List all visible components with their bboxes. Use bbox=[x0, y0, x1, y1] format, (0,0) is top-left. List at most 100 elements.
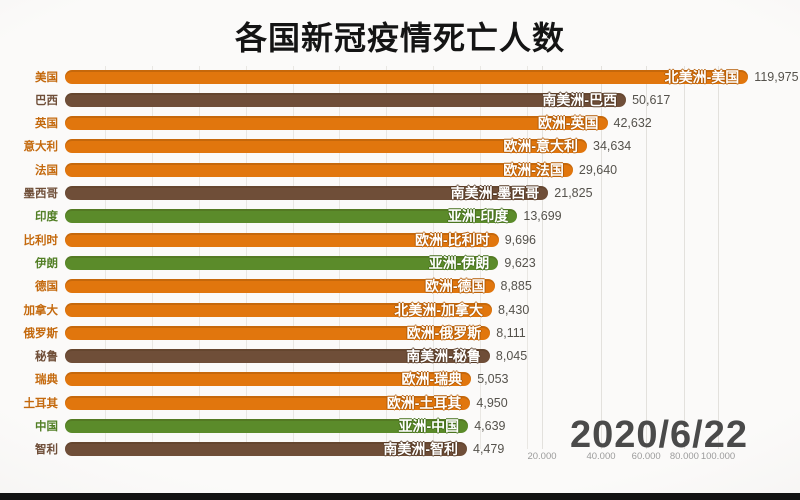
axis-tick-label: 60.000 bbox=[631, 451, 661, 462]
gridline bbox=[718, 66, 719, 449]
country-label: 土耳其 bbox=[23, 397, 59, 410]
axis-tick-label: 80.000 bbox=[669, 451, 699, 462]
bar-row: 俄罗斯 欧洲-俄罗斯 8,111 bbox=[0, 324, 800, 341]
country-label: 智利 bbox=[35, 444, 58, 457]
bar-label: 欧洲-意大利 bbox=[503, 138, 578, 155]
bar-label: 南美洲-巴西 bbox=[542, 91, 618, 108]
value-label: 4,639 bbox=[474, 419, 506, 433]
bar-label: 欧洲-瑞典 bbox=[401, 371, 463, 388]
country-label: 中国 bbox=[35, 421, 58, 433]
country-label: 比利时 bbox=[23, 234, 59, 247]
country-label: 英国 bbox=[35, 118, 58, 131]
gridline bbox=[526, 66, 528, 449]
date-label: 2020/6/22 bbox=[569, 414, 748, 456]
value-label: 119,975 bbox=[754, 69, 799, 84]
value-label: 8,430 bbox=[498, 302, 530, 317]
value-label: 42,632 bbox=[613, 116, 652, 131]
bar-label: 南美洲-墨西哥 bbox=[450, 185, 540, 201]
value-label: 8,045 bbox=[495, 349, 528, 364]
bar-row: 美国 北美洲-美国 119,975 bbox=[0, 68, 800, 85]
bar: 欧洲-法国 bbox=[65, 161, 573, 178]
bar: 亚洲-印度 bbox=[65, 208, 518, 225]
country-label: 伊朗 bbox=[35, 257, 58, 270]
bar-label: 欧洲-德国 bbox=[424, 278, 486, 295]
bar-label: 北美洲-加拿大 bbox=[394, 301, 483, 318]
bar: 欧洲-土耳其 bbox=[65, 394, 471, 411]
value-label: 4,479 bbox=[473, 442, 505, 457]
bar-label: 亚洲-伊朗 bbox=[428, 254, 490, 271]
gridline bbox=[601, 66, 602, 449]
bar: 欧洲-意大利 bbox=[65, 138, 587, 155]
bar-label: 南美洲-秘鲁 bbox=[406, 348, 481, 365]
bar: 欧洲-德国 bbox=[65, 278, 495, 295]
bar: 南美洲-秘鲁 bbox=[65, 348, 490, 365]
bar: 南美洲-墨西哥 bbox=[65, 185, 549, 201]
value-label: 29,640 bbox=[578, 162, 618, 177]
bar-label: 亚洲-印度 bbox=[447, 208, 509, 225]
gridline bbox=[542, 66, 543, 449]
country-label: 瑞典 bbox=[35, 374, 58, 387]
chart-title: 各国新冠疫情死亡人数 bbox=[234, 20, 565, 56]
value-label: 21,825 bbox=[554, 186, 593, 200]
country-label: 秘鲁 bbox=[35, 351, 58, 364]
bar-row: 土耳其 欧洲-土耳其 4,950 bbox=[0, 394, 800, 411]
country-label: 美国 bbox=[35, 71, 58, 84]
bar-row: 瑞典 欧洲-瑞典 5,053 bbox=[0, 371, 800, 388]
bar: 欧洲-瑞典 bbox=[65, 371, 472, 388]
bar-label: 欧洲-法国 bbox=[503, 161, 564, 178]
bar: 欧洲-俄罗斯 bbox=[65, 324, 491, 341]
value-label: 50,617 bbox=[632, 92, 671, 107]
bar-label: 欧洲-俄罗斯 bbox=[406, 324, 482, 341]
country-label: 法国 bbox=[35, 164, 58, 177]
country-label: 意大利 bbox=[23, 141, 59, 154]
axis-tick-label: 20.000 bbox=[527, 451, 557, 462]
bar: 欧洲-比利时 bbox=[65, 231, 499, 248]
value-label: 34,634 bbox=[593, 139, 632, 154]
bar-row: 巴西 南美洲-巴西 50,617 bbox=[0, 91, 800, 108]
bar-row: 印度 亚洲-印度 13,699 bbox=[0, 208, 800, 225]
value-label: 5,053 bbox=[477, 372, 509, 387]
bar-label: 北美洲-美国 bbox=[664, 68, 740, 85]
value-label: 9,696 bbox=[504, 232, 536, 247]
bar-label: 亚洲-中国 bbox=[398, 418, 460, 434]
bottom-letterbox-bar bbox=[0, 493, 800, 500]
bar-label: 欧洲-土耳其 bbox=[386, 394, 462, 411]
bar: 亚洲-中国 bbox=[65, 418, 469, 434]
bar-row: 中国 亚洲-中国 4,639 bbox=[0, 419, 800, 433]
bar-row: 比利时 欧洲-比利时 9,696 bbox=[0, 231, 800, 248]
bar-row: 德国 欧洲-德国 8,885 bbox=[0, 278, 800, 295]
bar-row: 加拿大 北美洲-加拿大 8,430 bbox=[0, 301, 800, 318]
bar-row: 智利 南美洲-智利 4,479 bbox=[0, 441, 800, 458]
bar-label: 南美洲-智利 bbox=[383, 441, 458, 458]
bar: 北美洲-美国 bbox=[65, 68, 749, 85]
country-label: 墨西哥 bbox=[23, 188, 59, 200]
bar: 南美洲-巴西 bbox=[65, 91, 627, 108]
country-label: 加拿大 bbox=[23, 304, 59, 317]
bar-row: 意大利 欧洲-意大利 34,634 bbox=[0, 138, 800, 155]
bar-row: 墨西哥 南美洲-墨西哥 21,825 bbox=[0, 186, 800, 200]
bar-row: 伊朗 亚洲-伊朗 9,623 bbox=[0, 254, 800, 271]
country-label: 巴西 bbox=[35, 94, 58, 107]
bar-row: 法国 欧洲-法国 29,640 bbox=[0, 161, 800, 178]
value-label: 8,111 bbox=[496, 325, 526, 340]
value-label: 13,699 bbox=[523, 209, 562, 224]
bar-label: 欧洲-比利时 bbox=[415, 231, 490, 248]
value-label: 9,623 bbox=[504, 255, 536, 270]
gridline bbox=[646, 66, 648, 449]
bar: 欧洲-英国 bbox=[65, 115, 608, 132]
bar-row: 英国 欧洲-英国 42,632 bbox=[0, 115, 800, 132]
axis-tick-label: 40.000 bbox=[586, 451, 616, 462]
bar-label: 欧洲-英国 bbox=[537, 115, 599, 132]
gridline bbox=[684, 66, 686, 449]
country-label: 德国 bbox=[35, 281, 58, 294]
axis-tick-label: 100.000 bbox=[700, 451, 736, 462]
bar: 亚洲-伊朗 bbox=[65, 254, 499, 271]
value-label: 4,950 bbox=[476, 395, 508, 410]
bar-row: 秘鲁 南美洲-秘鲁 8,045 bbox=[0, 348, 800, 365]
value-label: 8,885 bbox=[500, 279, 532, 294]
country-label: 俄罗斯 bbox=[23, 327, 59, 340]
bar: 北美洲-加拿大 bbox=[65, 301, 492, 318]
bar: 南美洲-智利 bbox=[65, 441, 467, 458]
country-label: 印度 bbox=[35, 211, 58, 224]
